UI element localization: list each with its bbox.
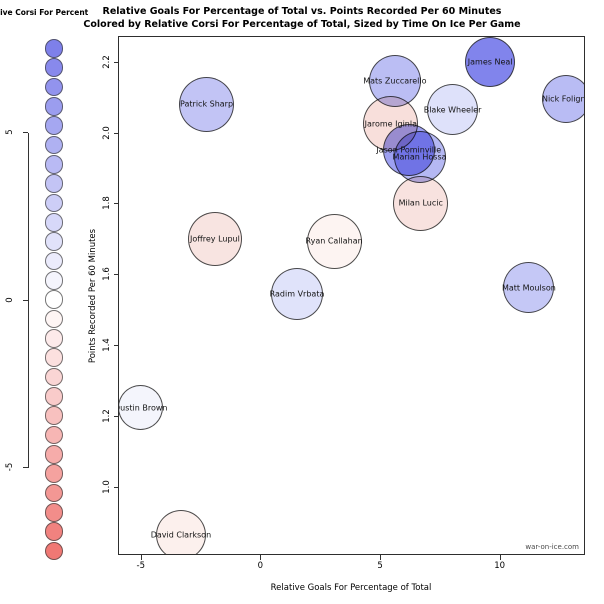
data-bubble: [542, 74, 584, 123]
plot-area: war-on-ice.com Patrick Sharp Mats Zuccare…: [118, 36, 585, 555]
x-ticklabel: 5: [377, 561, 383, 571]
legend-color-circle: [44, 174, 64, 193]
y-ticklabel: 1.8: [102, 196, 112, 211]
data-bubble: [119, 385, 164, 431]
legend-color-circle: [44, 541, 64, 561]
bubble-label: Blake Wheeler: [423, 105, 482, 114]
chart-title-line1: Relative Goals For Percentage of Total v…: [102, 6, 502, 17]
legend-ticklabel: 5: [5, 129, 15, 136]
x-ticklabel: 10: [494, 561, 506, 571]
legend-color-circle: [44, 386, 64, 406]
legend-color-circle: [44, 406, 64, 425]
data-bubble: [503, 262, 555, 314]
x-tickmark: [499, 555, 501, 560]
data-bubble: [306, 213, 362, 269]
data-bubble: [393, 175, 449, 231]
x-tickmark: [140, 555, 142, 560]
data-bubble: [179, 76, 235, 132]
y-ticklabel: 2.2: [102, 54, 112, 69]
legend-color-circle: [44, 116, 64, 135]
y-ticklabel: 2.0: [102, 125, 112, 140]
data-bubble: [187, 211, 242, 266]
bubble-label: Joffrey Lupul: [190, 234, 240, 244]
bubble-label: David Clarkson: [150, 530, 212, 540]
legend-color-circle: [44, 483, 64, 503]
bubble-label: Dustin Brown: [118, 403, 168, 413]
x-tickmark: [380, 555, 382, 560]
bubble-label: Patrick Sharp: [180, 99, 234, 109]
legend-color-circle: [44, 270, 64, 290]
legend-axis-line: [28, 133, 29, 468]
legend-color-circle: [44, 193, 64, 213]
legend-color-circle: [44, 425, 64, 445]
legend-color-circle: [44, 309, 64, 329]
legend-color-circle: [44, 522, 64, 541]
y-tickmark: [114, 203, 119, 205]
legend-ticklabel: -5: [5, 462, 15, 472]
legend-color-circle: [44, 348, 64, 367]
data-bubble: [155, 510, 206, 554]
bubble-label: Milan Lucic: [398, 198, 443, 208]
legend-color-circle: [44, 39, 64, 58]
bubble-label: Ryan Callahan: [305, 236, 363, 246]
x-ticklabel: -5: [136, 561, 145, 571]
data-bubble: [465, 37, 516, 87]
legend-color-circle: [44, 96, 64, 116]
x-axis-title: Relative Goals For Percentage of Total: [270, 583, 432, 593]
chart-title-line2: Colored by Relative Corsi For Percentage…: [83, 19, 521, 30]
y-ticklabel: 1.6: [102, 267, 112, 281]
x-ticklabel: 0: [257, 561, 264, 571]
legend-color-circle: [44, 367, 64, 387]
x-tickmark: [260, 555, 262, 560]
bubble-label: Marian Hossa: [392, 152, 447, 162]
legend-tickmark: [23, 466, 28, 468]
legend-color-circle: [44, 77, 64, 97]
bubble-label: Mats Zuccarello: [363, 76, 427, 86]
y-tickmark: [114, 345, 119, 347]
legend-color-circle: [44, 328, 64, 348]
bubble-label: Nick Foligno: [541, 94, 584, 104]
legend-color-circle: [44, 290, 64, 309]
legend-color-circle: [44, 502, 64, 522]
bubble-label: Jason Pominville: [376, 145, 442, 155]
data-bubble: [271, 267, 323, 320]
legend-color-circle: [44, 251, 64, 271]
y-tickmark: [114, 486, 119, 488]
legend-ticklabel: 0: [5, 296, 15, 303]
bubble-label: James Neal: [467, 57, 513, 67]
y-tickmark: [114, 61, 119, 63]
legend-title: Relative Corsi For Percent: [0, 8, 89, 17]
y-tickmark: [114, 132, 119, 134]
bubble-label: Matt Moulson: [501, 283, 556, 293]
y-ticklabel: 1.0: [102, 479, 112, 494]
legend-color-circle: [44, 154, 64, 174]
data-bubble: [427, 84, 479, 135]
bubble-label: Radim Vrbata: [269, 289, 325, 299]
legend-color-circle: [44, 232, 64, 251]
watermark: war-on-ice.com: [525, 543, 579, 551]
legend-color-circle: [44, 135, 64, 155]
legend-color-circle: [44, 444, 64, 464]
y-tickmark: [114, 274, 119, 276]
legend-tickmark: [23, 299, 28, 301]
y-ticklabel: 1.2: [102, 409, 112, 423]
y-ticklabel: 1.4: [102, 338, 112, 352]
legend-color-circle: [44, 58, 64, 77]
y-tickmark: [114, 415, 119, 417]
legend-tickmark: [23, 132, 28, 134]
chart-title: Relative Goals For Percentage of Total v…: [0, 5, 604, 31]
y-axis-title: Points Recorded Per 60 Minutes: [88, 228, 98, 364]
legend-color-circle: [44, 212, 64, 232]
legend-color-circle: [44, 464, 64, 483]
bubble-label: Jarome Iginla: [364, 119, 418, 129]
